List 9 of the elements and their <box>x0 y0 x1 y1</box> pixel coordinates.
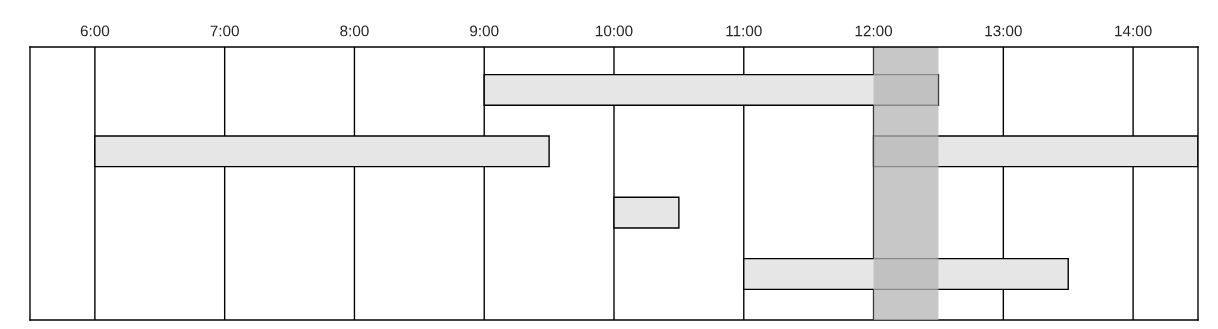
x-tick-label: 12:00 <box>855 25 893 37</box>
x-tick-label: 10:00 <box>596 25 633 37</box>
x-tick-label: 11:00 <box>726 25 762 37</box>
x-tick-label: 6:00 <box>80 25 110 37</box>
x-tick-label: 13:00 <box>985 25 1022 37</box>
x-tick-label: 14:00 <box>1115 25 1152 37</box>
x-tick-label: 9:00 <box>470 25 499 37</box>
x-tick-label: 7:00 <box>210 25 239 37</box>
x-tick-label: 8:00 <box>340 25 369 37</box>
